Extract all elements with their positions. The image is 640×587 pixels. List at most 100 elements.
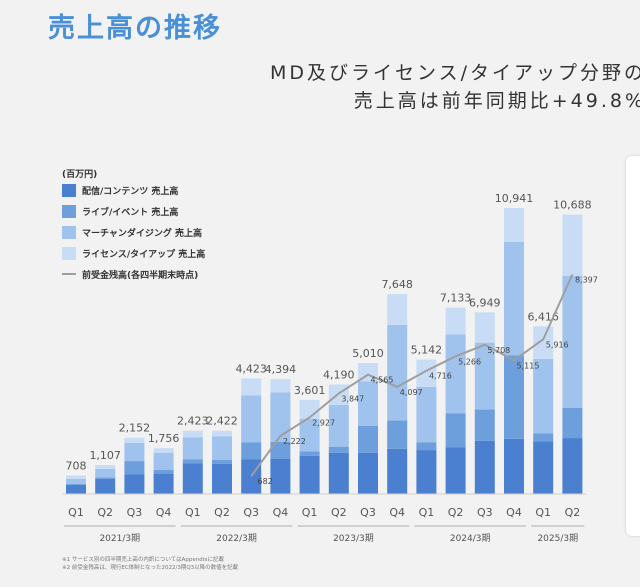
advance-label-2: 2,927 [312, 418, 335, 427]
legend-label-distribution: 配信/コンテンツ 売上高 [82, 185, 178, 197]
bar-merch-12 [416, 386, 437, 443]
period-label-4: 2025/3期 [537, 533, 578, 544]
bar-merch-8 [299, 418, 320, 452]
bar-distribution-9 [328, 452, 349, 494]
legend-label-merch: マーチャンダイジング 売上高 [82, 227, 202, 239]
advance-label-1: 2,222 [283, 437, 306, 446]
total-label-10: 5,010 [352, 347, 384, 360]
advance-label-10: 5,916 [546, 340, 569, 349]
footnotes: ※1 サービス別の四半期売上高の内訳についてはAppendixに記載 ※2 前受… [62, 556, 238, 572]
total-label-0: 708 [66, 459, 87, 472]
bar-distribution-13 [445, 447, 466, 494]
advance-label-3: 3,847 [341, 394, 364, 403]
x-tick-label-8: Q1 [302, 506, 318, 519]
advance-label-4: 4,565 [371, 376, 394, 385]
bar-merch-2 [124, 442, 145, 462]
x-tick-label-0: Q1 [68, 506, 84, 519]
total-label-13: 7,133 [440, 292, 472, 305]
bar-license-2 [124, 437, 145, 443]
bar-distribution-16 [533, 441, 554, 494]
total-label-15: 10,941 [495, 192, 534, 205]
bar-live-8 [299, 451, 320, 456]
bar-distribution-1 [95, 478, 116, 494]
total-label-6: 4,423 [235, 362, 267, 375]
bar-distribution-10 [358, 452, 378, 494]
bar-merch-5 [212, 436, 232, 461]
advance-label-8: 5,708 [487, 346, 510, 355]
bar-distribution-11 [387, 448, 408, 494]
total-label-5: 2,422 [206, 415, 238, 428]
bar-live-10 [358, 425, 378, 453]
bar-distribution-14 [474, 440, 495, 494]
bar-merch-11 [387, 324, 408, 421]
bar-license-5 [212, 430, 232, 437]
bar-live-1 [95, 477, 116, 479]
bar-merch-3 [153, 452, 174, 470]
advance-label-11: 8,397 [575, 276, 598, 285]
legend-swatch-merch [62, 226, 76, 239]
legend-label-license: ライセンス/タイアップ 売上高 [82, 248, 205, 260]
bar-distribution-3 [153, 473, 174, 494]
legend-label-live: ライブ/イベント 売上高 [82, 206, 178, 218]
bar-distribution-8 [299, 455, 320, 494]
x-tick-label-17: Q2 [565, 506, 581, 519]
bar-merch-9 [328, 404, 349, 447]
x-tick-label-1: Q2 [97, 506, 113, 519]
legend-swatch-license [62, 247, 76, 260]
bar-distribution-7 [270, 458, 291, 494]
x-tick-label-10: Q3 [360, 506, 376, 519]
bar-license-16 [533, 326, 554, 359]
bar-distribution-12 [416, 450, 437, 494]
advance-label-9: 5,115 [517, 361, 540, 370]
bar-license-12 [416, 359, 437, 387]
bar-live-17 [562, 407, 583, 439]
bar-license-13 [445, 307, 466, 335]
period-label-1: 2022/3期 [216, 533, 257, 544]
bar-merch-14 [474, 342, 495, 410]
bar-live-5 [212, 460, 232, 464]
x-tick-label-6: Q3 [243, 506, 259, 519]
x-tick-label-11: Q4 [389, 506, 405, 519]
bar-live-7 [270, 441, 291, 459]
bar-live-9 [328, 446, 349, 453]
bar-merch-7 [270, 392, 291, 442]
period-label-2: 2023/3期 [333, 533, 374, 544]
bar-merch-0 [66, 478, 86, 484]
total-label-4: 2,423 [177, 415, 209, 428]
bar-license-17 [562, 214, 583, 276]
bar-merch-10 [358, 381, 378, 426]
x-tick-label-13: Q2 [448, 506, 464, 519]
advance-label-7: 5,266 [458, 357, 481, 366]
bar-merch-6 [241, 395, 262, 443]
total-label-8: 3,601 [294, 384, 326, 397]
x-tick-label-12: Q1 [419, 506, 435, 519]
bar-live-12 [416, 442, 437, 451]
side-panel [626, 156, 640, 536]
bar-live-14 [474, 409, 495, 441]
total-label-11: 7,648 [381, 278, 413, 291]
subtitle-line-1: MD及びライセンス/タイアップ分野の [269, 62, 640, 84]
total-label-1: 1,107 [89, 449, 121, 462]
total-label-14: 6,949 [469, 296, 501, 309]
total-label-9: 4,190 [323, 368, 355, 381]
page-title: 売上高の推移 [48, 13, 222, 44]
bar-license-3 [153, 448, 174, 453]
advance-label-0: 682 [258, 477, 273, 486]
bar-distribution-0 [66, 484, 86, 494]
bar-license-15 [504, 208, 524, 243]
bar-merch-1 [95, 468, 116, 478]
legend-swatch-distribution [62, 184, 76, 197]
bar-live-4 [182, 459, 203, 464]
x-tick-label-9: Q2 [331, 506, 347, 519]
bar-live-11 [387, 420, 408, 449]
total-label-3: 1,756 [148, 432, 180, 445]
x-tick-label-4: Q1 [185, 506, 201, 519]
bar-distribution-2 [124, 474, 145, 494]
bar-license-8 [299, 399, 320, 419]
bar-license-0 [66, 475, 86, 479]
x-tick-label-3: Q4 [156, 506, 172, 519]
total-label-2: 2,152 [119, 422, 151, 435]
legend-label-advance: 前受金残高(各四半期末時点) [82, 269, 198, 281]
